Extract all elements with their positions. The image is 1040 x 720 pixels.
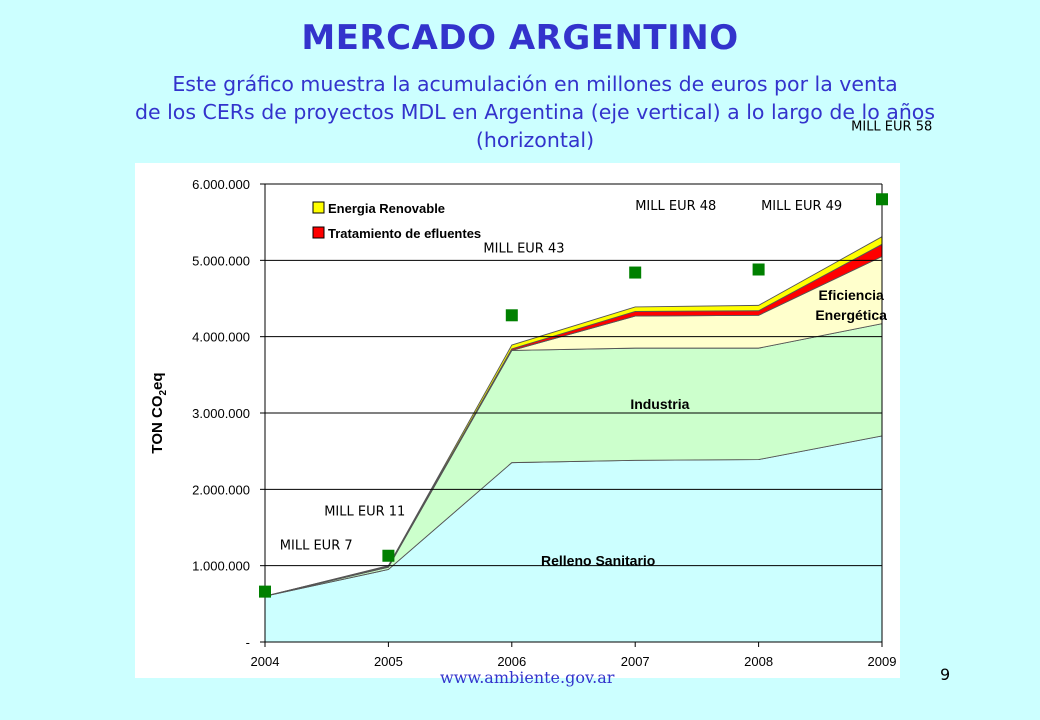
legend-swatch-1 [312,226,325,239]
y-axis-label-suffix: eq [149,372,166,390]
annotation-0: MILL EUR 7 [280,539,353,554]
y-axis-label-subscript: 2 [158,390,169,396]
area-label-0: Relleno Sanitario [541,553,655,569]
x-tick-label-1: 2005 [374,654,403,669]
subtitle-line-1: Este gráfico muestra la acumulación en m… [172,72,898,96]
annotation-2: MILL EUR 43 [483,242,564,257]
marker-point-2 [505,309,518,322]
y-tick-label-3: 3.000.000 [192,406,250,421]
x-tick-label-0: 2004 [251,654,280,669]
legend-label-1: Tratamiento de efluentes [328,226,481,241]
annotation-1: MILL EUR 11 [324,504,405,519]
marker-point-3 [629,266,642,279]
marker-point-0 [259,585,271,598]
area-label-2: Eficiencia [818,287,884,303]
y-tick-label-5: 5.000.000 [192,253,250,268]
page-number: 9 [940,665,951,684]
y-tick-label-6: 6.000.000 [192,177,250,192]
area-label-1: Industria [630,396,689,412]
marker-point-1 [382,549,395,562]
x-tick-label-5: 2009 [868,654,897,669]
annotation-4: MILL EUR 49 [761,199,842,214]
legend-label-0: Energia Renovable [328,201,445,216]
legend-swatch-0 [312,201,325,214]
footer-url: www.ambiente.gov.ar [440,668,615,687]
marker-point-5 [876,193,888,206]
y-tick-label-0: - [246,635,250,650]
y-axis-label-main: TON CO [149,395,166,453]
area-label-3: Energética [815,307,887,323]
subtitle: Este gráfico muestra la acumulación en m… [30,70,1040,154]
subtitle-line-3: (horizontal) [475,128,595,152]
subtitle-line-2: de los CERs de proyectos MDL en Argentin… [134,100,936,124]
y-tick-label-2: 2.000.000 [192,482,250,497]
y-axis-label: TON CO2eq [149,372,169,453]
x-tick-label-2: 2006 [497,654,526,669]
y-tick-label-4: 4.000.000 [192,330,250,345]
annotation-5: MILL EUR 58 [851,120,932,135]
marker-point-4 [752,263,765,276]
x-tick-label-4: 2008 [744,654,773,669]
y-tick-label-1: 1.000.000 [192,559,250,574]
annotation-3: MILL EUR 48 [635,199,716,214]
x-tick-label-3: 2007 [621,654,650,669]
page-title: MERCADO ARGENTINO [301,18,739,58]
